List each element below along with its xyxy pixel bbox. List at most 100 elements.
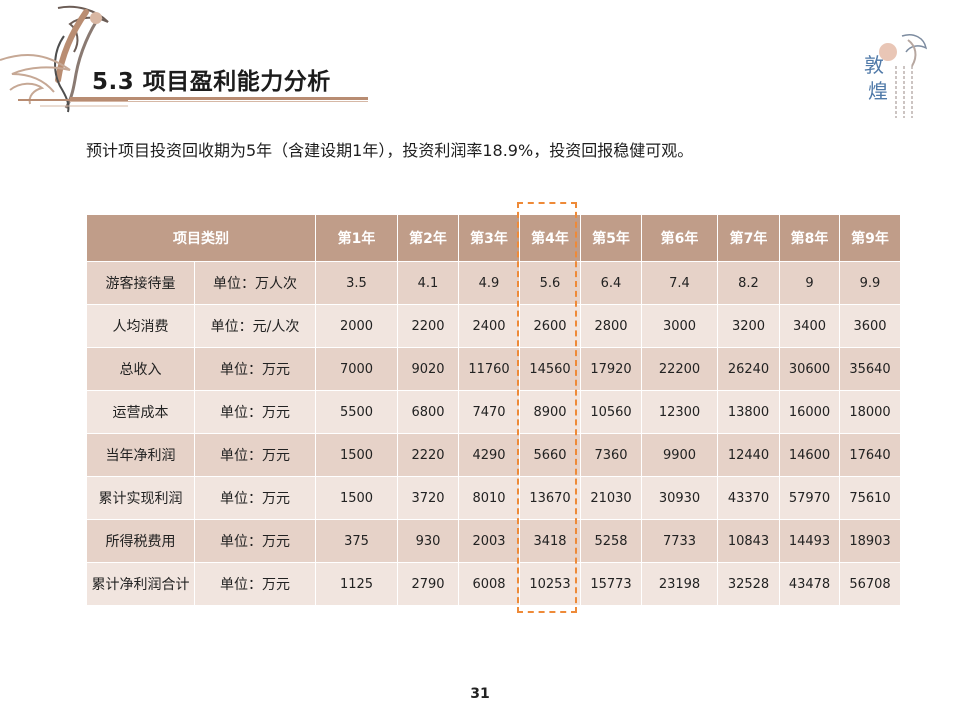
table-cell: 8900 [519, 390, 581, 434]
header-year: 第4年 [519, 214, 581, 262]
row-label: 累计净利润合计 [86, 562, 195, 606]
table-cell: 2600 [519, 304, 581, 348]
profitability-table: 项目类别 第1年 第2年 第3年 第4年 第5年 第6年 第7年 第8年 第9年… [86, 214, 901, 606]
header-category: 项目类别 [86, 214, 316, 262]
table-cell: 12300 [641, 390, 718, 434]
table-cell: 10560 [580, 390, 642, 434]
row-unit: 单位：万元 [194, 433, 316, 477]
table-cell: 930 [397, 519, 459, 563]
table-cell: 30930 [641, 476, 718, 520]
svg-text:煌: 煌 [868, 79, 888, 103]
table-cell: 57970 [779, 476, 840, 520]
table-cell: 5258 [580, 519, 642, 563]
table-cell: 7360 [580, 433, 642, 477]
table-cell: 4.9 [458, 261, 520, 305]
table-cell: 14600 [779, 433, 840, 477]
table-cell: 5.6 [519, 261, 581, 305]
decorative-ornament [0, 0, 130, 119]
table-cell: 3720 [397, 476, 459, 520]
page-title: 5.3 项目盈利能力分析 [92, 69, 331, 95]
table-cell: 9900 [641, 433, 718, 477]
row-unit: 单位：万元 [194, 476, 316, 520]
table-cell: 35640 [839, 347, 901, 391]
table-cell: 5500 [315, 390, 398, 434]
header-year: 第9年 [839, 214, 901, 262]
table-cell: 10843 [717, 519, 780, 563]
table-cell: 6800 [397, 390, 459, 434]
table-cell: 17640 [839, 433, 901, 477]
table-cell: 11760 [458, 347, 520, 391]
table-row: 人均消费 单位：元/人次 2000 2200 2400 2600 2800 3000 3200 3… [86, 304, 901, 348]
header-year: 第1年 [315, 214, 398, 262]
header-year: 第7年 [717, 214, 780, 262]
table-cell: 17920 [580, 347, 642, 391]
row-label: 人均消费 [86, 304, 195, 348]
title-underline [70, 97, 368, 100]
table-cell: 7000 [315, 347, 398, 391]
table-row: 所得税费用 单位：万元 375 930 2003 3418 5258 7733 10843 144… [86, 519, 901, 563]
table-row: 累计净利润合计 单位：万元 1125 2790 6008 10253 15773 23198 3… [86, 562, 901, 606]
table-cell: 3600 [839, 304, 901, 348]
table-row: 游客接待量 单位：万人次 3.5 4.1 4.9 5.6 6.4 7.4 8.2 9 9.9 [86, 261, 901, 305]
header-year: 第6年 [641, 214, 718, 262]
table-cell: 2000 [315, 304, 398, 348]
table-cell: 2790 [397, 562, 459, 606]
table-cell: 7470 [458, 390, 520, 434]
row-label: 累计实现利润 [86, 476, 195, 520]
row-label: 当年净利润 [86, 433, 195, 477]
table-cell: 32528 [717, 562, 780, 606]
table-cell: 16000 [779, 390, 840, 434]
table-cell: 75610 [839, 476, 901, 520]
table-cell: 6008 [458, 562, 520, 606]
table-cell: 3400 [779, 304, 840, 348]
table-cell: 8.2 [717, 261, 780, 305]
dunhuang-logo: 敦 煌 [852, 26, 932, 130]
row-label: 所得税费用 [86, 519, 195, 563]
table-cell: 1125 [315, 562, 398, 606]
table-row: 当年净利润 单位：万元 1500 2220 4290 5660 7360 9900 12440 1… [86, 433, 901, 477]
header-year: 第2年 [397, 214, 459, 262]
row-label: 游客接待量 [86, 261, 195, 305]
table-cell: 18000 [839, 390, 901, 434]
row-unit: 单位：万人次 [194, 261, 316, 305]
table-cell: 8010 [458, 476, 520, 520]
table-cell: 2200 [397, 304, 459, 348]
table-cell: 26240 [717, 347, 780, 391]
table-cell: 14493 [779, 519, 840, 563]
table-cell: 3000 [641, 304, 718, 348]
table-cell: 30600 [779, 347, 840, 391]
row-unit: 单位：万元 [194, 347, 316, 391]
table-cell: 56708 [839, 562, 901, 606]
table-cell: 9020 [397, 347, 459, 391]
table-cell: 5660 [519, 433, 581, 477]
table-cell: 9 [779, 261, 840, 305]
row-label: 运营成本 [86, 390, 195, 434]
table-cell: 22200 [641, 347, 718, 391]
table-cell: 14560 [519, 347, 581, 391]
header-year: 第8年 [779, 214, 840, 262]
table-cell: 9.9 [839, 261, 901, 305]
table-cell: 43370 [717, 476, 780, 520]
table-cell: 7.4 [641, 261, 718, 305]
table-cell: 2220 [397, 433, 459, 477]
table-header-row: 项目类别 第1年 第2年 第3年 第4年 第5年 第6年 第7年 第8年 第9年 [86, 214, 901, 262]
row-label: 总收入 [86, 347, 195, 391]
table-cell: 1500 [315, 476, 398, 520]
table-cell: 13670 [519, 476, 581, 520]
table-row: 总收入 单位：万元 7000 9020 11760 14560 17920 22200 2624… [86, 347, 901, 391]
table-cell: 43478 [779, 562, 840, 606]
table-cell: 21030 [580, 476, 642, 520]
table-cell: 3418 [519, 519, 581, 563]
table-cell: 23198 [641, 562, 718, 606]
row-unit: 单位：元/人次 [194, 304, 316, 348]
title-underline-thin [70, 101, 368, 102]
table-cell: 1500 [315, 433, 398, 477]
table-cell: 2400 [458, 304, 520, 348]
table-cell: 18903 [839, 519, 901, 563]
table-cell: 375 [315, 519, 398, 563]
table-cell: 3.5 [315, 261, 398, 305]
table-cell: 2800 [580, 304, 642, 348]
table-cell: 4.1 [397, 261, 459, 305]
table-cell: 7733 [641, 519, 718, 563]
table-row: 累计实现利润 单位：万元 1500 3720 8010 13670 21030 30930 43… [86, 476, 901, 520]
